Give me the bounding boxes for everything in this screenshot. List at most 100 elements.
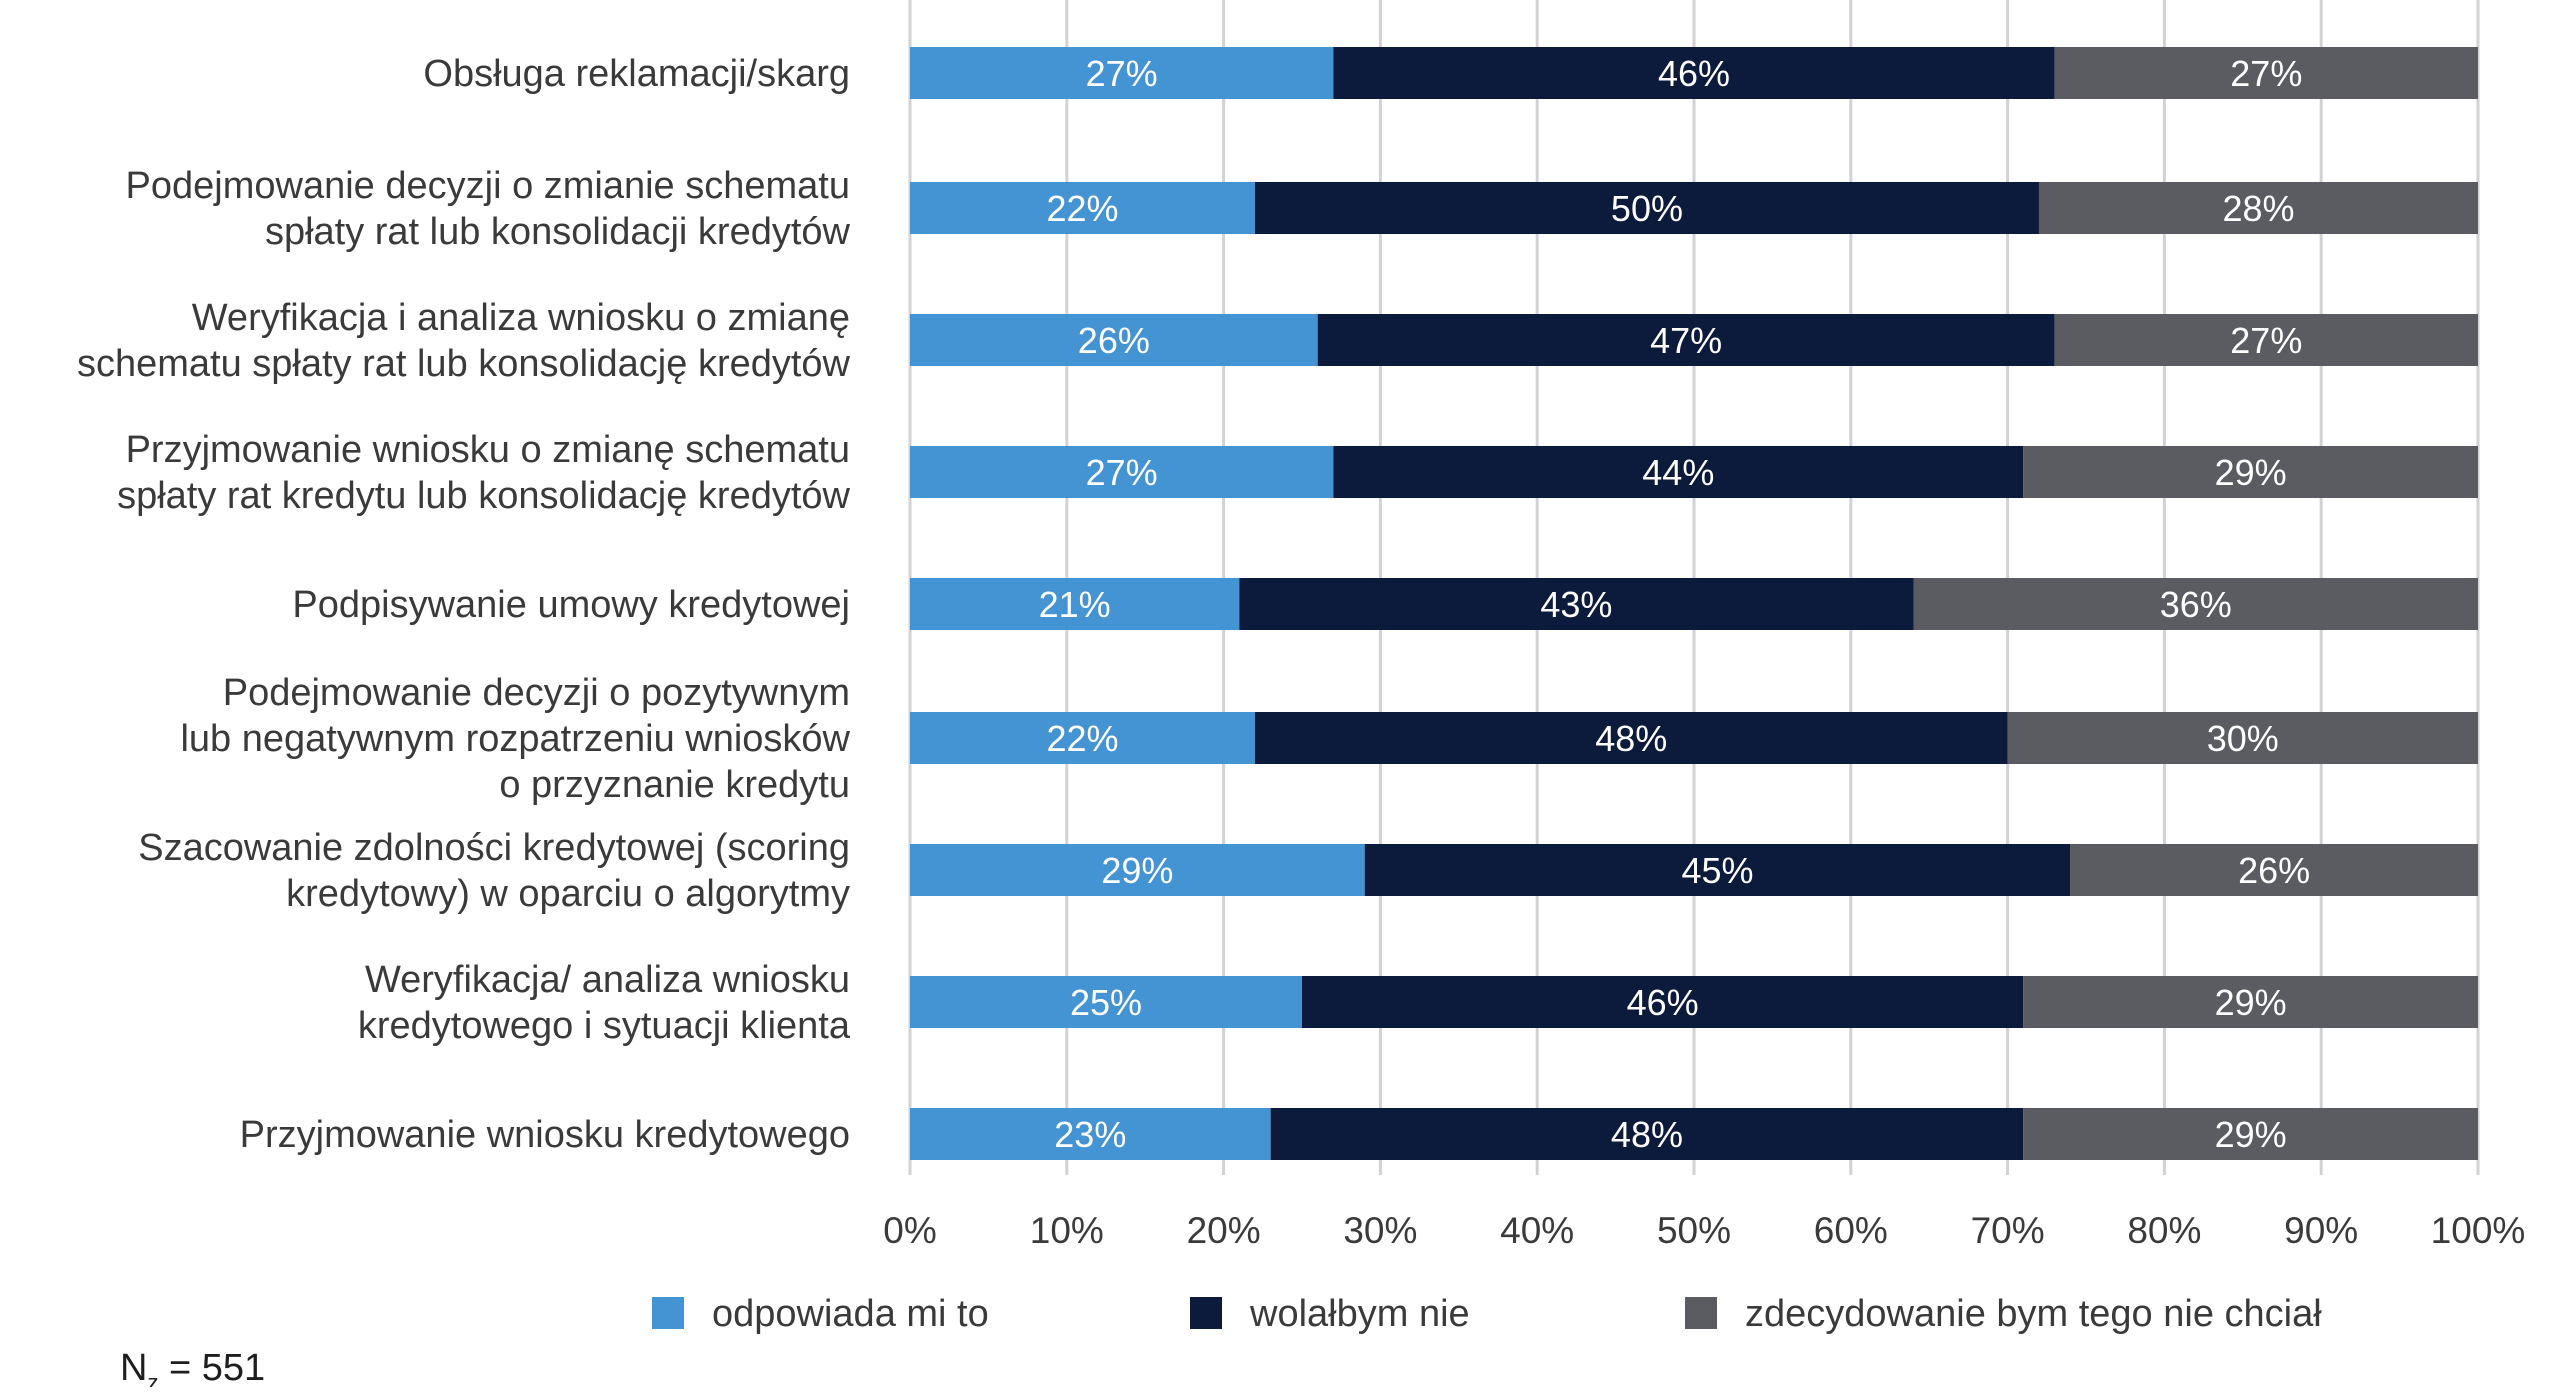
category-label-line: Podejmowanie decyzji o zmianie schematu [126, 165, 850, 207]
bar-segment [910, 578, 1240, 630]
bar-segment [1913, 578, 2478, 630]
category-label: Przyjmowanie wniosku kredytowego [240, 1114, 850, 1156]
bar-segment [1364, 844, 2071, 896]
bar-segment [2023, 446, 2478, 498]
category-label: Weryfikacja/ analiza wniosku kredytowego … [358, 959, 851, 1047]
bar-segment [910, 446, 1334, 498]
bar-segment [1333, 47, 2055, 99]
bar-segment [910, 314, 1318, 366]
category-label-line: kredytowego i sytuacji klienta [358, 1005, 851, 1047]
x-axis-ticks: 0% 10% 20% 30% 40% 50% 60% 70% 80% 90% 100% [883, 1210, 2525, 1251]
legend-swatch [1190, 1297, 1222, 1329]
bar-value-label: 47% [1650, 320, 1722, 361]
legend-label: zdecydowanie bym tego nie chciał [1745, 1293, 2322, 1335]
category-label: Podejmowanie decyzji o zmianie schematu s… [126, 165, 851, 253]
category-label-line: Podejmowanie decyzji o pozytywnym [223, 672, 850, 714]
x-tick-label: 30% [1343, 1210, 1417, 1251]
bar-value-label: 23% [1054, 1114, 1126, 1155]
legend-swatch [652, 1297, 684, 1329]
bar-value-label: 48% [1611, 1114, 1683, 1155]
bar-value-label: 29% [2215, 452, 2287, 493]
category-label-line: spłaty rat kredytu lub konsolidację kred… [117, 475, 850, 517]
bar-value-label: 44% [1642, 452, 1714, 493]
category-label-line: Weryfikacja/ analiza wniosku [365, 959, 850, 1001]
bar-value-label: 27% [2230, 320, 2302, 361]
category-label: Weryfikacja i analiza wniosku o zmianę sc… [77, 297, 851, 385]
bar-value-label: 46% [1658, 53, 1730, 94]
bar-value-label: 29% [1101, 850, 1173, 891]
bar-segment [910, 712, 1255, 764]
category-label: Podpisywanie umowy kredytowej [292, 584, 850, 626]
legend: odpowiada mi to wolałbym nie zdecydowanie … [652, 1293, 2322, 1335]
category-label-line: Obsługa reklamacji/skarg [423, 53, 850, 95]
bar-segment [1333, 446, 2024, 498]
x-tick-label: 0% [883, 1210, 936, 1251]
category-label-line: Szacowanie zdolności kredytowej (scoring [138, 827, 850, 869]
category-labels: Obsługa reklamacji/skarg Podejmowanie dec… [77, 53, 851, 1156]
x-tick-label: 80% [2127, 1210, 2201, 1251]
legend-label: wolałbym nie [1249, 1293, 1470, 1335]
bar-value-label: 50% [1611, 188, 1683, 229]
bar-segment [1239, 578, 1914, 630]
x-tick-label: 90% [2284, 1210, 2358, 1251]
x-tick-label: 40% [1500, 1210, 1574, 1251]
bar-segment [2054, 47, 2478, 99]
x-tick-label: 20% [1187, 1210, 1261, 1251]
category-label-line: Przyjmowanie wniosku o zmianę schematu [126, 429, 850, 471]
bar-value-label: 29% [2215, 982, 2287, 1023]
bar-value-label: 36% [2160, 584, 2232, 625]
category-label-line: spłaty rat lub konsolidacji kredytów [265, 211, 851, 253]
bar-segment [1254, 712, 2008, 764]
bar-value-label: 28% [2222, 188, 2294, 229]
bar-segment [910, 844, 1365, 896]
bar-value-label: 29% [2215, 1114, 2287, 1155]
category-label: Podejmowanie decyzji o pozytywnym lub neg… [180, 672, 850, 806]
bar-value-label: 27% [1086, 452, 1158, 493]
category-label-line: Podpisywanie umowy kredytowej [292, 584, 850, 626]
category-label: Szacowanie zdolności kredytowej (scoring… [138, 827, 850, 915]
category-label-line: lub negatywnym rozpatrzeniu wniosków [180, 718, 850, 760]
x-tick-label: 10% [1030, 1210, 1104, 1251]
category-label-line: schematu spłaty rat lub konsolidację kre… [77, 343, 851, 385]
bar-value-label: 22% [1046, 188, 1118, 229]
bar-value-label: 27% [1086, 53, 1158, 94]
bar-value-label: 22% [1046, 718, 1118, 759]
bar-segment [1317, 314, 2055, 366]
sample-size-note: Nz = 551 [120, 1347, 265, 1387]
x-tick-label: 60% [1814, 1210, 1888, 1251]
sample-size-subscript: z [147, 1370, 158, 1387]
x-tick-label: 50% [1657, 1210, 1731, 1251]
bar-segment [1302, 976, 2024, 1028]
bar-value-label: 30% [2207, 718, 2279, 759]
bar-segment [910, 47, 1334, 99]
x-tick-label: 100% [2431, 1210, 2526, 1251]
bar-segment [2023, 1108, 2478, 1160]
bar-segment [2070, 844, 2478, 896]
category-label-line: kredytowy) w oparciu o algorytmy [286, 873, 850, 915]
bar-value-label: 46% [1627, 982, 1699, 1023]
category-label-line: o przyznanie kredytu [499, 764, 850, 806]
category-label: Przyjmowanie wniosku o zmianę schematu sp… [117, 429, 850, 517]
bar-segment [2054, 314, 2478, 366]
bar-value-label: 21% [1039, 584, 1111, 625]
bar-value-label: 26% [2238, 850, 2310, 891]
sample-size-value: = 551 [158, 1347, 265, 1387]
legend-swatch [1685, 1297, 1717, 1329]
bar-segment [910, 182, 1255, 234]
bar-segment [910, 1108, 1271, 1160]
category-label: Obsługa reklamacji/skarg [423, 53, 850, 95]
sample-size-n: N [120, 1347, 147, 1387]
bar-value-label: 48% [1595, 718, 1667, 759]
legend-label: odpowiada mi to [712, 1293, 989, 1335]
bar-segment [1270, 1108, 2024, 1160]
category-label-line: Przyjmowanie wniosku kredytowego [240, 1114, 850, 1156]
bar-segment [2007, 712, 2478, 764]
bar-segment [910, 976, 1302, 1028]
bars: 27% 46% 27% 22% 50% 28% 26% 47% 27% 27% 44% 29% 21% 4… [910, 47, 2478, 1160]
bar-value-label: 25% [1070, 982, 1142, 1023]
bar-segment [2038, 182, 2478, 234]
x-tick-label: 70% [1971, 1210, 2045, 1251]
bar-segment [1254, 182, 2039, 234]
